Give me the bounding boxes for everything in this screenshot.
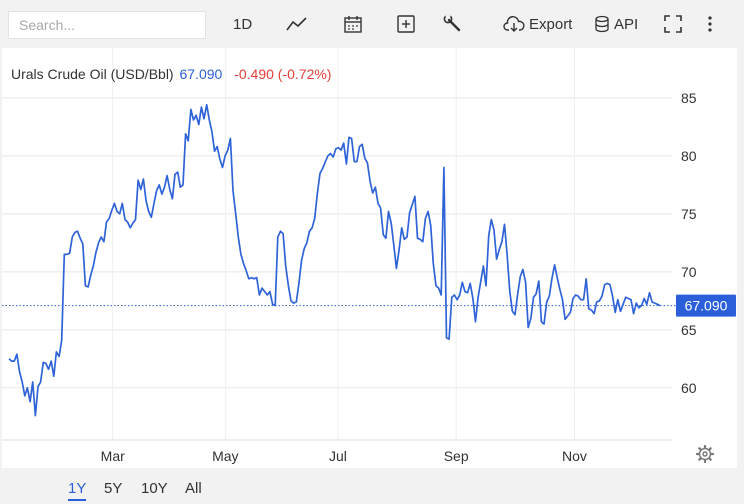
- toolbar: 1D Export API: [0, 0, 744, 48]
- database-icon: [595, 15, 609, 33]
- export-button[interactable]: Export: [503, 10, 572, 38]
- legend-change: -0.490 (-0.72%): [234, 66, 332, 82]
- legend-price: 67.090: [179, 66, 223, 82]
- export-label: Export: [529, 15, 573, 33]
- more-menu-icon[interactable]: [707, 10, 713, 38]
- price-series-line: [8, 103, 661, 417]
- fullscreen-icon[interactable]: [663, 10, 683, 38]
- chart-type-icon[interactable]: [286, 10, 308, 38]
- interval-label: 1D: [233, 15, 253, 33]
- chart-panel: [2, 48, 737, 468]
- cloud-download-icon: [503, 16, 525, 32]
- range-5y-button[interactable]: 5Y: [104, 480, 123, 497]
- wrench-icon[interactable]: [443, 10, 463, 38]
- api-button[interactable]: API: [594, 10, 638, 38]
- range-all-button[interactable]: All: [185, 480, 202, 497]
- chart-legend: Urals Crude Oil (USD/Bbl) 67.090 -0.490 …: [11, 66, 331, 82]
- calendar-icon[interactable]: [343, 10, 363, 38]
- x-tick-label: Jul: [329, 448, 347, 464]
- add-indicator-icon[interactable]: [396, 10, 416, 38]
- range-10y-button[interactable]: 10Y: [141, 480, 168, 497]
- search-input[interactable]: [8, 11, 206, 39]
- settings-gear-icon[interactable]: [695, 444, 715, 464]
- y-tick-label: 75: [681, 206, 697, 222]
- x-tick-label: Mar: [101, 448, 125, 464]
- instrument-name: Urals Crude Oil (USD/Bbl): [11, 66, 174, 82]
- y-tick-label: 80: [681, 148, 697, 164]
- interval-button[interactable]: 1D: [233, 10, 252, 38]
- x-tick-label: Nov: [562, 448, 587, 464]
- price-chart[interactable]: 60 65 70 75 80 85 Mar May Jul Sep Nov 67.090: [0, 0, 744, 470]
- x-tick-label: Sep: [444, 448, 469, 464]
- y-tick-label: 65: [681, 322, 697, 338]
- y-tick-label: 85: [681, 90, 697, 106]
- range-selector: 1Y 5Y 10Y All: [0, 470, 744, 504]
- api-label: API: [614, 15, 639, 33]
- price-tag: 67.090: [676, 294, 736, 317]
- price-tag-value: 67.090: [685, 298, 728, 314]
- x-tick-label: May: [212, 448, 238, 464]
- y-tick-label: 70: [681, 264, 697, 280]
- range-1y-button[interactable]: 1Y: [68, 480, 87, 501]
- y-tick-label: 60: [681, 380, 697, 396]
